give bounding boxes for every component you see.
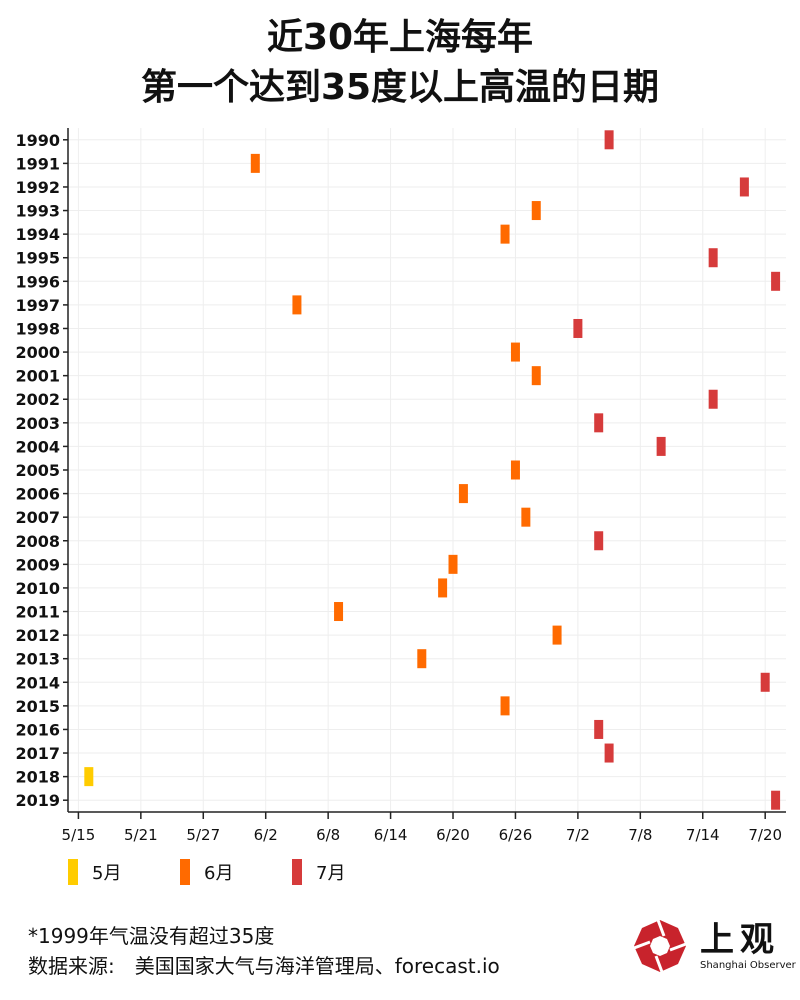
y-tick-label: 1997	[15, 296, 60, 315]
data-point-2019	[771, 790, 781, 810]
x-tick-label: 6/20	[436, 826, 470, 844]
data-point-1994	[500, 224, 510, 244]
data-point-2005	[510, 460, 520, 480]
y-tick-label: 2012	[15, 626, 60, 645]
data-point-2002	[708, 389, 718, 409]
y-tick-label: 1992	[15, 178, 60, 197]
y-tick-label: 2014	[15, 673, 60, 692]
y-tick-label: 2008	[15, 532, 60, 551]
y-tick-label: 2010	[15, 579, 60, 598]
data-point-2013	[417, 649, 427, 669]
data-point-1990	[604, 130, 614, 150]
data-point-1991	[250, 153, 260, 173]
x-tick-label: 5/15	[62, 826, 96, 844]
data-point-2014	[760, 672, 770, 692]
y-tick-label: 2004	[15, 437, 60, 456]
y-tick-label: 2018	[15, 768, 60, 787]
y-tick-label: 2001	[15, 367, 60, 386]
y-tick-label: 1993	[15, 202, 60, 221]
data-point-2006	[458, 484, 468, 504]
data-point-2016	[594, 719, 604, 739]
y-tick-label: 2000	[15, 343, 60, 362]
y-tick-label: 1995	[15, 249, 60, 268]
shanghai-observer-logo-icon	[633, 919, 687, 973]
data-point-1995	[708, 248, 718, 268]
data-point-2018	[84, 767, 94, 787]
legend-swatch-may	[68, 859, 78, 885]
legend-label-july: 7月	[316, 863, 346, 884]
logo-text: 上观	[700, 920, 780, 960]
x-tick-label: 5/21	[124, 826, 158, 844]
data-point-2008	[594, 531, 604, 551]
chart-title-line2: 第一个达到35度以上高温的日期	[140, 67, 660, 108]
data-point-2012	[552, 625, 562, 645]
x-tick-label: 7/14	[686, 826, 720, 844]
data-point-2000	[510, 342, 520, 362]
y-tick-label: 2019	[15, 791, 60, 810]
y-tick-label: 2002	[15, 390, 60, 409]
y-tick-label: 1998	[15, 319, 60, 338]
data-point-2017	[604, 743, 614, 763]
data-point-2009	[448, 554, 458, 574]
x-tick-label: 6/26	[499, 826, 533, 844]
data-point-2001	[531, 366, 541, 386]
data-point-1993	[531, 201, 541, 221]
footnote: *1999年气温没有超过35度	[28, 924, 275, 948]
data-point-1998	[573, 318, 583, 338]
data-point-2010	[438, 578, 448, 598]
x-tick-label: 6/8	[316, 826, 340, 844]
y-tick-label: 2011	[15, 603, 60, 622]
y-tick-label: 1991	[15, 154, 60, 173]
data-point-2004	[656, 436, 666, 456]
legend-label-june: 6月	[204, 863, 234, 884]
data-point-2015	[500, 696, 510, 716]
data-point-2007	[521, 507, 531, 527]
data-point-1996	[771, 271, 781, 291]
y-tick-label: 2007	[15, 508, 60, 527]
y-tick-label: 2005	[15, 461, 60, 480]
logo-subtitle: Shanghai Observer	[700, 960, 796, 971]
y-tick-label: 2016	[15, 720, 60, 739]
y-tick-label: 2003	[15, 414, 60, 433]
x-tick-label: 7/2	[566, 826, 590, 844]
data-point-1997	[292, 295, 302, 315]
data-point-2003	[594, 413, 604, 433]
x-tick-label: 6/14	[374, 826, 408, 844]
y-tick-label: 2017	[15, 744, 60, 763]
x-tick-label: 7/20	[748, 826, 782, 844]
y-tick-label: 2009	[15, 555, 60, 574]
x-tick-label: 6/2	[254, 826, 278, 844]
y-tick-label: 1996	[15, 272, 60, 291]
y-tick-label: 2006	[15, 485, 60, 504]
data-point-2011	[334, 602, 344, 622]
legend-item-june: 6月	[180, 858, 233, 886]
y-tick-label: 1994	[15, 225, 60, 244]
data-point-1992	[739, 177, 749, 197]
y-tick-label: 2013	[15, 650, 60, 669]
legend-swatch-june	[180, 859, 190, 885]
source-text: 数据来源: 美国国家大气与海洋管理局、forecast.io	[28, 954, 500, 978]
y-tick-label: 1990	[15, 131, 60, 150]
legend-item-may: 5月	[68, 858, 121, 886]
x-tick-label: 5/27	[186, 826, 220, 844]
chart-title-line1: 近30年上海每年	[266, 17, 534, 58]
x-tick-label: 7/8	[628, 826, 652, 844]
legend-label-may: 5月	[92, 863, 122, 884]
legend-item-july: 7月	[292, 858, 345, 886]
y-tick-label: 2015	[15, 697, 60, 716]
legend-swatch-july	[292, 859, 302, 885]
